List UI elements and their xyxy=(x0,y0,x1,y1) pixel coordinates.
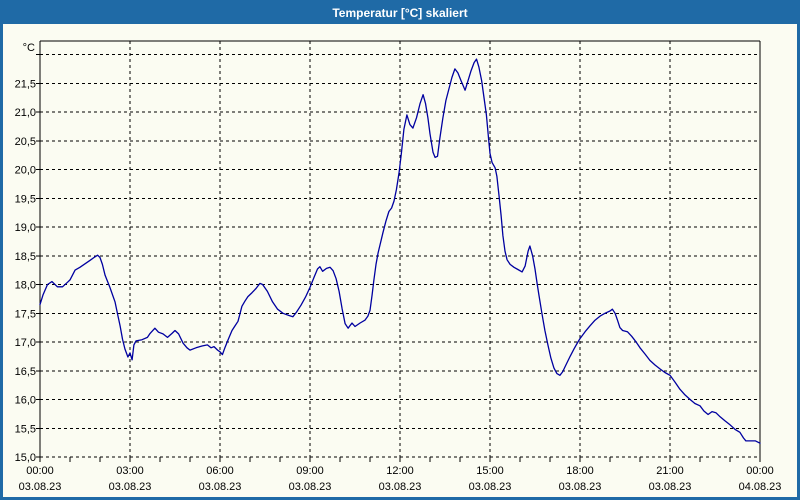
y-tick-label: 16,5 xyxy=(15,366,36,378)
x-tick-time-label: 12:00 xyxy=(386,465,414,477)
y-tick-label: 15,0 xyxy=(15,452,36,464)
axis-ticks xyxy=(36,54,761,462)
x-tick-time-label: 15:00 xyxy=(476,465,504,477)
y-tick-label: 17,5 xyxy=(15,308,36,320)
x-tick-date-label: 03.08.23 xyxy=(379,481,422,493)
x-tick-date-label: 03.08.23 xyxy=(19,481,62,493)
y-tick-label: 18,5 xyxy=(15,251,36,263)
x-tick-date-label: 03.08.23 xyxy=(109,481,152,493)
x-tick-time-label: 00:00 xyxy=(26,465,54,477)
y-tick-label: 20,5 xyxy=(15,136,36,148)
y-tick-label: 20,0 xyxy=(15,165,36,177)
x-tick-time-label: 06:00 xyxy=(206,465,234,477)
y-tick-label: 19,0 xyxy=(15,222,36,234)
temperature-chart: 21,5 21,0 20,5 20,0 19,5 19,0 18,5 18,0 17,5 17,0… xyxy=(15,40,782,493)
y-axis-unit-label: °C xyxy=(23,42,35,54)
y-tick-label: 15,5 xyxy=(15,423,36,435)
x-tick-time-label: 21:00 xyxy=(656,465,684,477)
y-tick-label: 21,5 xyxy=(15,78,36,90)
x-axis-labels: 00:00 03.08.23 03:00 03.08.23 06:00 03.08.23 0… xyxy=(19,465,782,493)
x-tick-date-label: 03.08.23 xyxy=(469,481,512,493)
gridlines xyxy=(40,41,760,458)
y-tick-label: 17,0 xyxy=(15,337,36,349)
x-tick-date-label: 04.08.23 xyxy=(739,481,782,493)
x-tick-date-label: 03.08.23 xyxy=(559,481,602,493)
x-tick-date-label: 03.08.23 xyxy=(199,481,242,493)
y-tick-label: 19,5 xyxy=(15,193,36,205)
y-tick-label: 21,0 xyxy=(15,107,36,119)
y-tick-label: 18,0 xyxy=(15,280,36,292)
x-tick-time-label: 09:00 xyxy=(296,465,324,477)
x-tick-date-label: 03.08.23 xyxy=(649,481,692,493)
window-title: Temperatur [°C] skaliert xyxy=(332,6,468,20)
plot-frame xyxy=(39,40,761,457)
x-tick-date-label: 03.08.23 xyxy=(289,481,332,493)
x-tick-time-label: 03:00 xyxy=(116,465,144,477)
y-axis-labels: 21,5 21,0 20,5 20,0 19,5 19,0 18,5 18,0 17,5 17,0… xyxy=(15,78,36,464)
chart-area: 21,5 21,0 20,5 20,0 19,5 19,0 18,5 18,0 17,5 17,0… xyxy=(3,24,797,497)
window-title-bar: Temperatur [°C] skaliert xyxy=(3,3,797,24)
y-tick-label: 16,0 xyxy=(15,395,36,407)
temperature-line xyxy=(39,58,761,444)
x-tick-time-label: 18:00 xyxy=(566,465,594,477)
x-tick-time-label: 00:00 xyxy=(746,465,774,477)
